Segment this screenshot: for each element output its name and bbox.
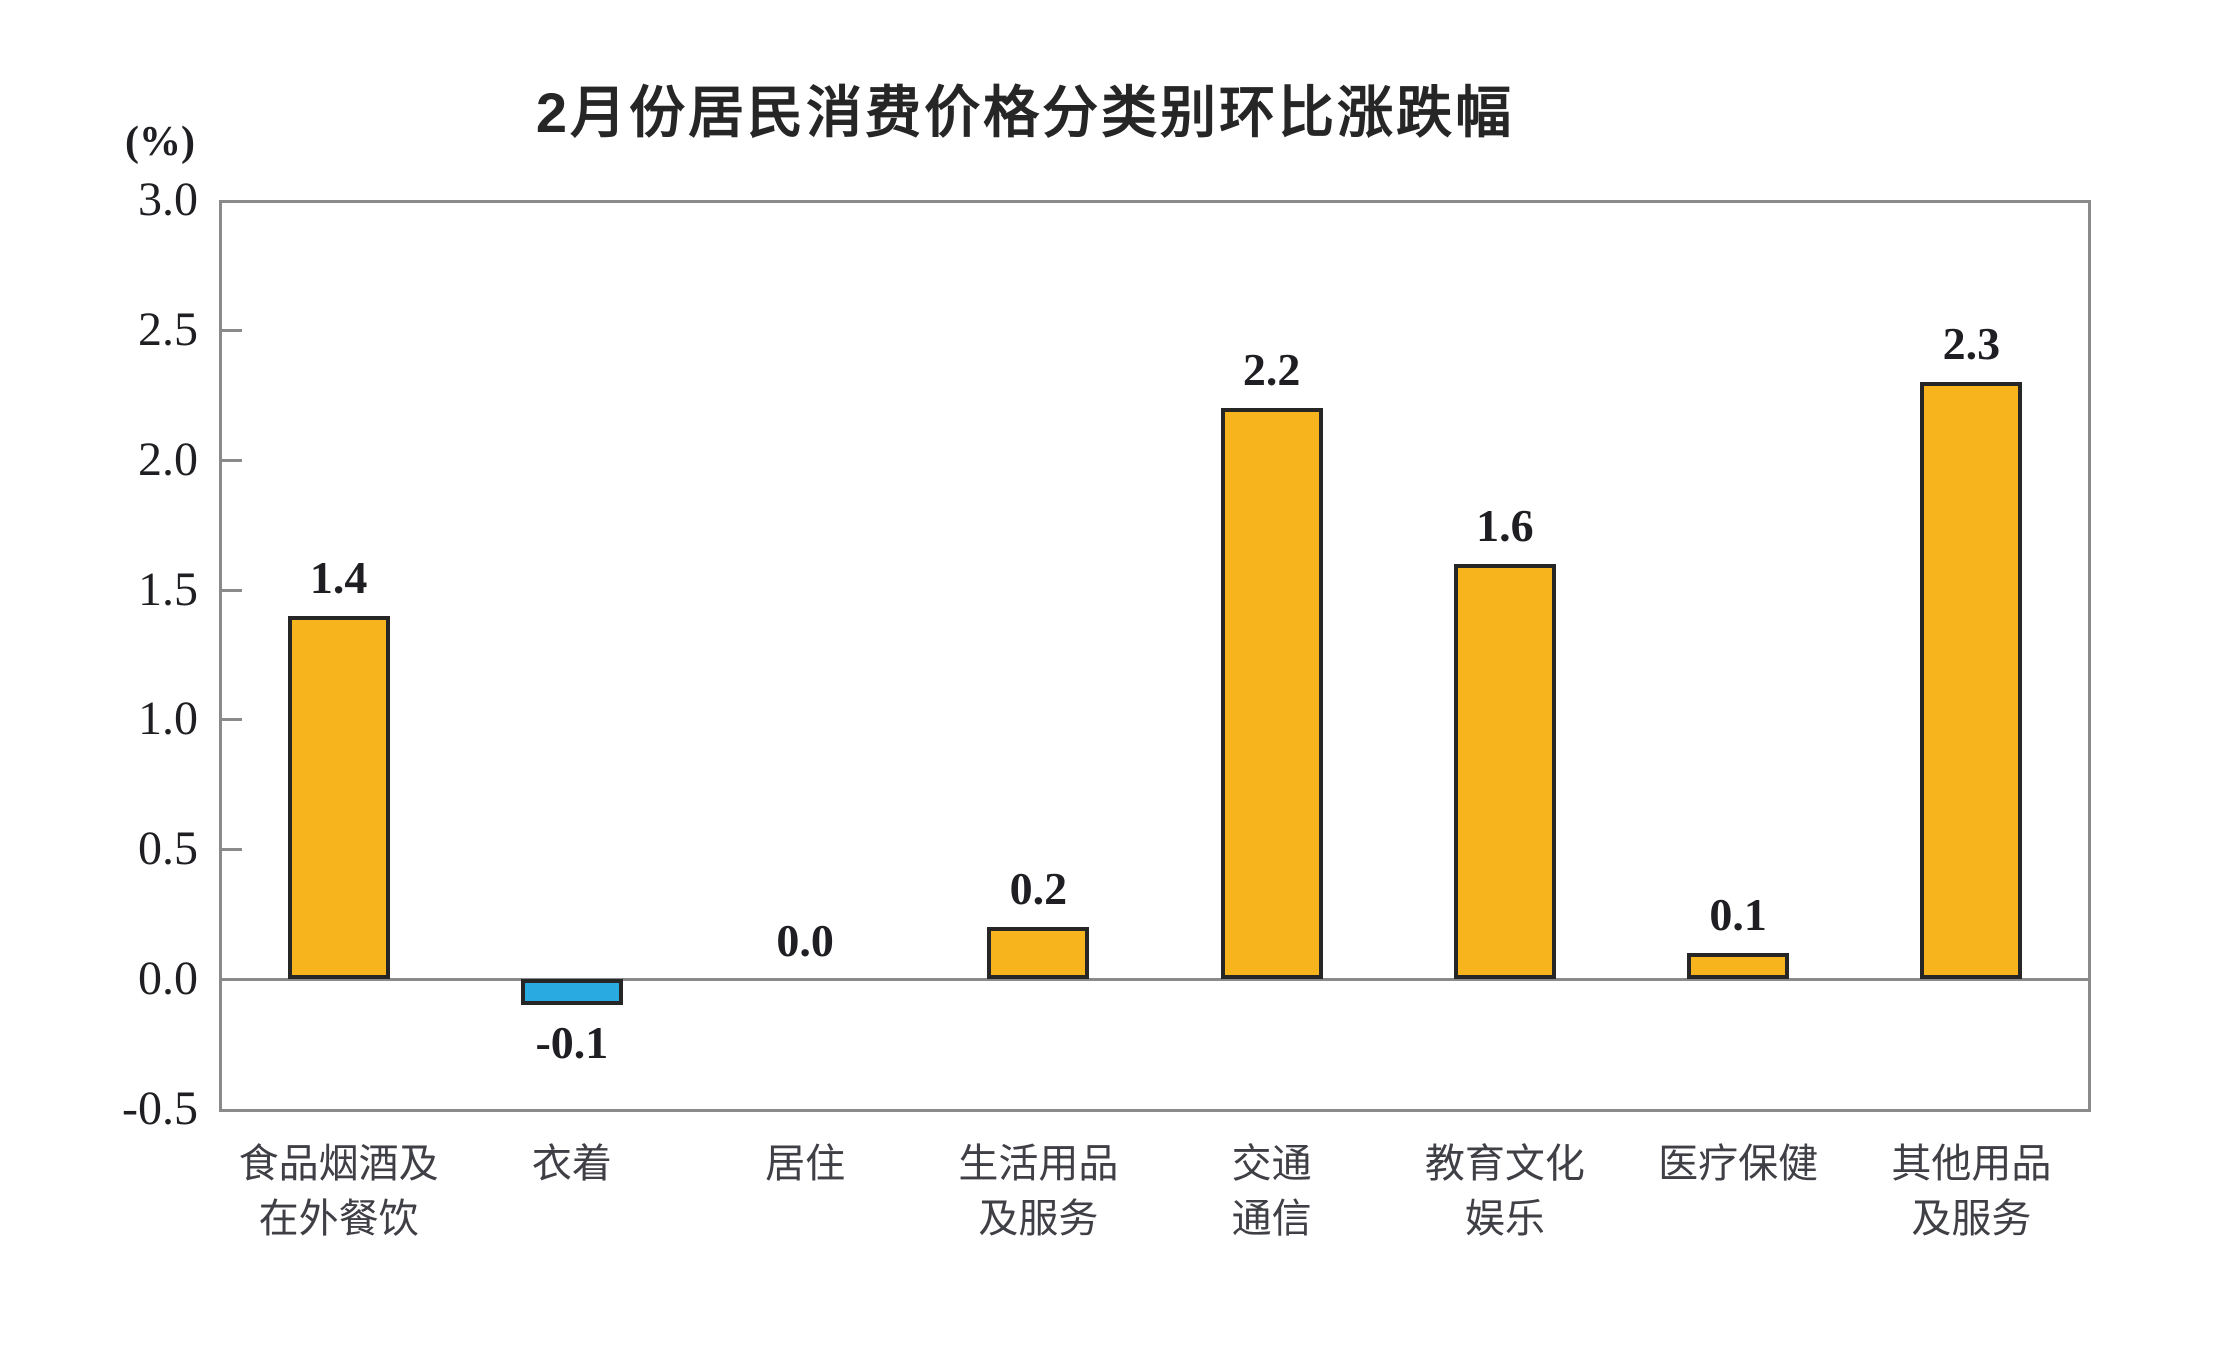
bar: [1220, 407, 1323, 980]
bar: [287, 615, 390, 980]
x-category-label: 居住: [689, 1136, 922, 1191]
x-category-label: 生活用品 及服务: [922, 1136, 1155, 1246]
bar-value-label: 1.6: [1476, 499, 1534, 551]
y-tick-label: -0.5: [122, 1082, 198, 1135]
y-tick-mark: [222, 848, 242, 852]
y-tick-label: 1.5: [138, 562, 198, 616]
y-tick-mark: [222, 458, 242, 462]
zero-baseline: [222, 978, 2088, 982]
bar: [1920, 381, 2023, 980]
x-category-label-line: 及服务: [1911, 1196, 2032, 1241]
x-category-label-line: 其他用品: [1891, 1141, 2052, 1186]
y-tick-label: 0.0: [138, 952, 198, 1006]
x-category-label: 食品烟酒及 在外餐饮: [222, 1136, 455, 1246]
x-category-label: 教育文化 娱乐: [1388, 1136, 1621, 1246]
x-category-label-line: 居住: [765, 1141, 846, 1186]
y-tick-label: 2.0: [138, 432, 198, 486]
x-category-label-line: 通信: [1231, 1196, 1312, 1241]
x-category-label-line: 交通: [1231, 1141, 1312, 1186]
y-tick-label: 3.0: [138, 173, 198, 226]
x-category-label-line: 及服务: [978, 1196, 1099, 1241]
x-category-label-line: 衣着: [531, 1141, 612, 1186]
bar-value-label: 0.1: [1709, 889, 1767, 941]
plot-area: [219, 200, 2091, 1112]
y-tick-mark: [222, 718, 242, 722]
x-category-label-line: 在外餐饮: [258, 1196, 419, 1241]
bar-value-label: -0.1: [535, 1017, 609, 1069]
x-category-label-line: 生活用品: [958, 1141, 1119, 1186]
y-tick-label: 0.5: [138, 822, 198, 876]
bar: [1687, 953, 1790, 980]
y-tick-mark: [222, 328, 242, 332]
x-category-label: 交通 通信: [1155, 1136, 1388, 1246]
y-tick-label: 2.5: [138, 302, 198, 356]
bar: [520, 979, 623, 1006]
chart-title: 2月份居民消费价格分类别环比涨跌幅: [535, 81, 1515, 144]
x-category-label-line: 娱乐: [1464, 1196, 1545, 1241]
x-category-label-line: 食品烟酒及: [238, 1141, 439, 1186]
bar: [1453, 563, 1556, 980]
bar-value-label: 1.4: [309, 551, 368, 603]
x-category-label-line: 教育文化: [1424, 1141, 1585, 1186]
y-tick-mark: [222, 588, 242, 592]
bar-value-label: 0.2: [1009, 863, 1068, 915]
x-category-label: 医疗保健: [1622, 1136, 1855, 1191]
y-axis-unit-label: (%): [125, 119, 195, 165]
bar-value-label: 2.3: [1942, 317, 2001, 369]
bar-value-label: 2.2: [1242, 343, 1301, 395]
bar: [987, 927, 1090, 980]
x-category-label: 其他用品 及服务: [1855, 1136, 2088, 1246]
bar-value-label: 0.0: [776, 915, 834, 967]
x-category-label: 衣着: [455, 1136, 688, 1191]
x-category-label-line: 医疗保健: [1658, 1141, 1819, 1186]
y-tick-label: 1.0: [138, 692, 198, 746]
